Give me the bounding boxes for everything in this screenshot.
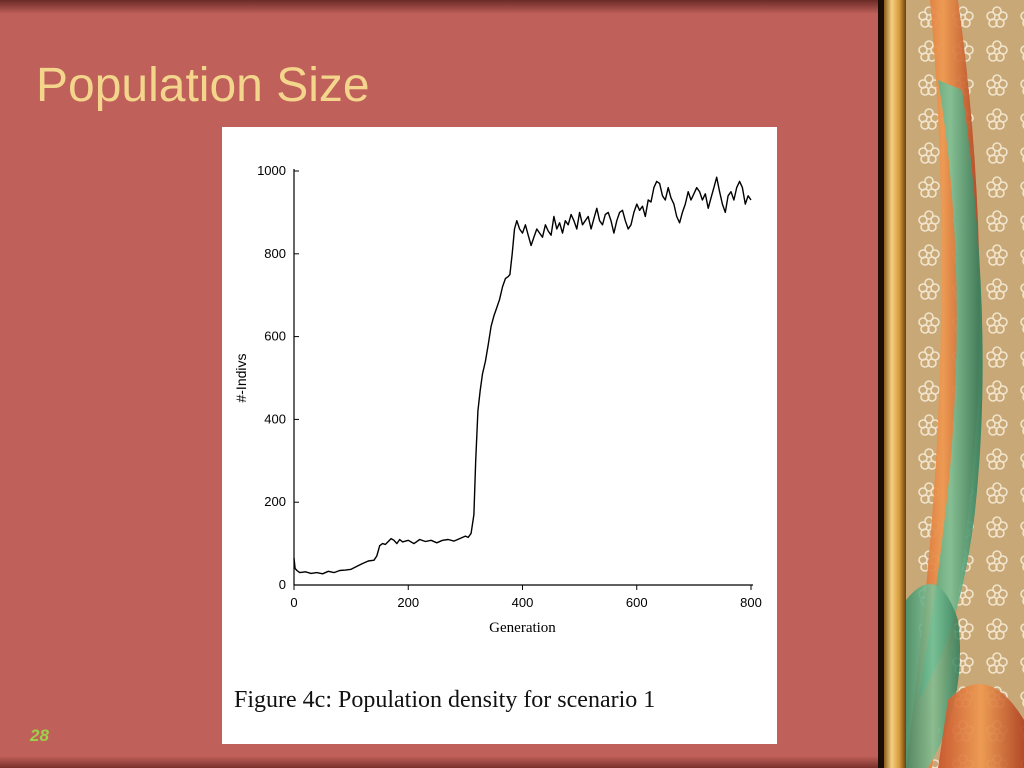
top-shadow bbox=[0, 0, 880, 14]
figure-caption: Figure 4c: Population density for scenar… bbox=[234, 687, 656, 713]
x-tick-label: 400 bbox=[512, 595, 534, 610]
bottom-shadow bbox=[0, 756, 880, 768]
y-tick-label: 1000 bbox=[257, 163, 286, 178]
x-tick-label: 200 bbox=[397, 595, 419, 610]
y-tick-label: 400 bbox=[264, 411, 286, 426]
y-tick-label: 600 bbox=[264, 329, 286, 344]
y-axis-label: #-Indivs bbox=[233, 353, 249, 402]
x-tick-label: 800 bbox=[740, 595, 762, 610]
decorative-border bbox=[878, 0, 1024, 768]
y-tick-label: 200 bbox=[264, 494, 286, 509]
x-tick-label: 0 bbox=[290, 595, 297, 610]
figure-panel: 0 200 400 600 800 0 200 400 600 800 1000 Generation… bbox=[222, 127, 777, 744]
page-number: 28 bbox=[30, 726, 49, 745]
series-line bbox=[293, 176, 752, 575]
y-tick-label: 0 bbox=[279, 577, 286, 592]
slide-title: Population Size bbox=[36, 59, 370, 112]
x-axis-label: Generation bbox=[489, 620, 556, 636]
x-tick-label: 600 bbox=[626, 595, 648, 610]
y-tick-label: 800 bbox=[264, 246, 286, 261]
population-chart: 0 200 400 600 800 0 200 400 600 800 1000 Generation… bbox=[233, 163, 762, 636]
